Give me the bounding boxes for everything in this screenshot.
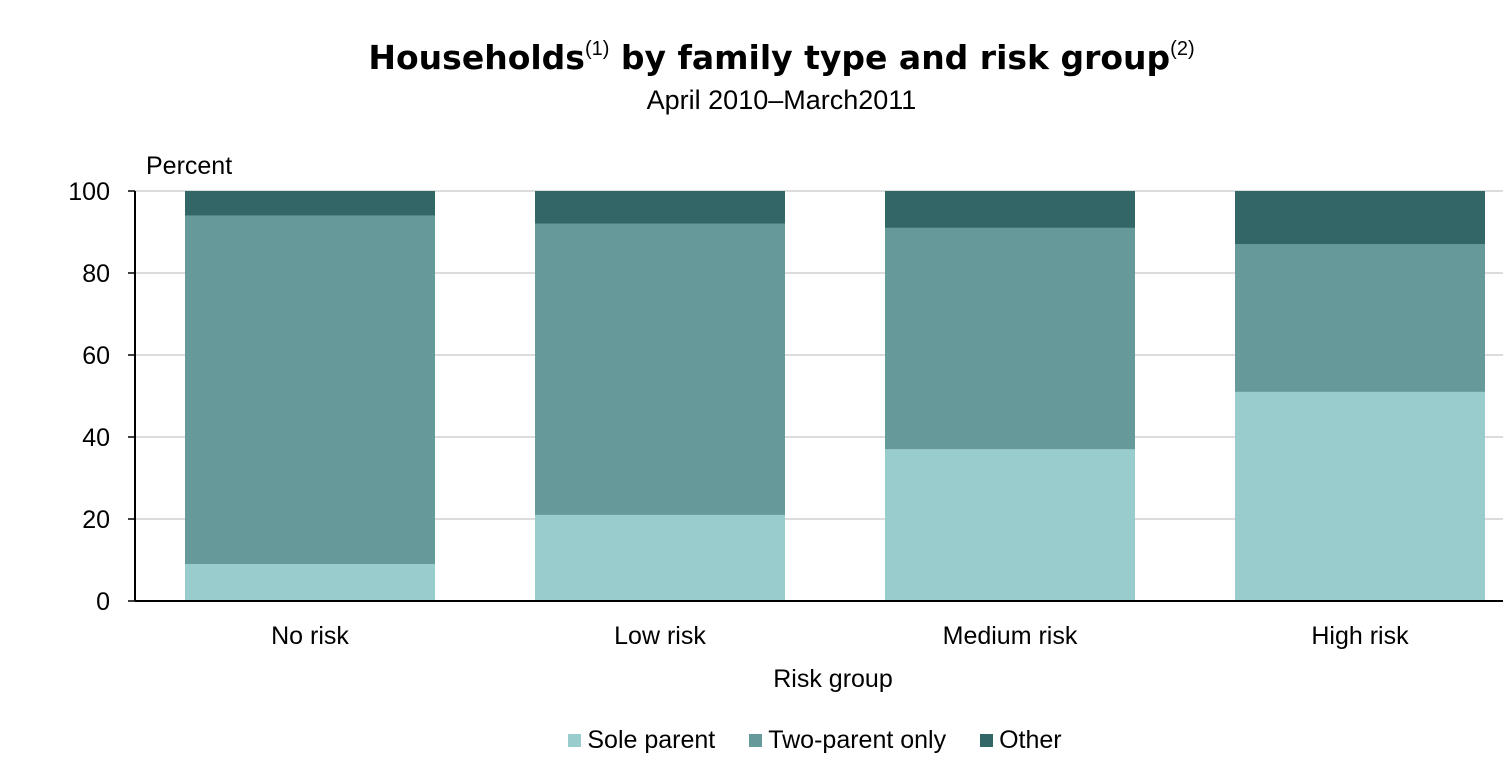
y-tick-label: 80 xyxy=(82,260,110,288)
x-tick-label: Low risk xyxy=(614,622,706,650)
chart-title: Households(1) by family type and risk gr… xyxy=(0,38,1503,77)
bar-segment-sole-parent xyxy=(885,449,1135,601)
legend-swatch xyxy=(749,734,763,747)
y-axis-label: Percent xyxy=(146,152,232,180)
title-footnote-1: (1) xyxy=(584,38,610,60)
bar-segment-two-parent-only xyxy=(1235,244,1485,392)
legend-item: Other xyxy=(980,726,1062,755)
y-tick-label: 100 xyxy=(68,178,110,206)
chart-subtitle: April 2010–March2011 xyxy=(646,85,917,115)
legend-label: Sole parent xyxy=(587,726,716,754)
y-tick-label: 40 xyxy=(82,424,110,452)
bar-segment-two-parent-only xyxy=(885,227,1135,450)
legend-swatch xyxy=(568,734,582,747)
bar-segment-two-parent-only xyxy=(185,215,435,565)
title-footnote-2: (2) xyxy=(1170,38,1195,60)
bar-segment-other xyxy=(1235,191,1485,245)
chart-legend: Sole parent Two-parent only Other xyxy=(0,726,1503,755)
y-tick-label: 0 xyxy=(96,588,110,616)
stacked-bar-chart: No risk Low risk Medium risk High risk 0 20 40… xyxy=(68,152,1503,693)
chart-title-main: Households xyxy=(368,38,585,77)
bar-segment-two-parent-only xyxy=(535,223,785,515)
legend-swatch xyxy=(980,734,994,747)
x-tick-label: Medium risk xyxy=(943,622,1078,650)
bar-segment-other xyxy=(885,191,1135,228)
bar-segment-other xyxy=(535,191,785,224)
x-tick-label: No risk xyxy=(271,622,349,650)
legend-label: Other xyxy=(999,726,1062,754)
y-tick-label: 20 xyxy=(82,506,110,534)
legend-label: Two-parent only xyxy=(768,726,947,754)
y-tick-label: 60 xyxy=(82,342,110,370)
bar-segment-sole-parent xyxy=(535,514,785,601)
legend-item: Sole parent xyxy=(568,726,715,755)
chart-title-rest: by family type and risk group xyxy=(620,38,1171,77)
bar-segment-other xyxy=(185,191,435,216)
bar-segment-sole-parent xyxy=(1235,391,1485,601)
x-axis-label: Risk group xyxy=(773,665,893,693)
x-tick-label: High risk xyxy=(1311,622,1409,650)
bar-segment-sole-parent xyxy=(185,564,435,601)
legend-item: Two-parent only xyxy=(749,726,946,755)
